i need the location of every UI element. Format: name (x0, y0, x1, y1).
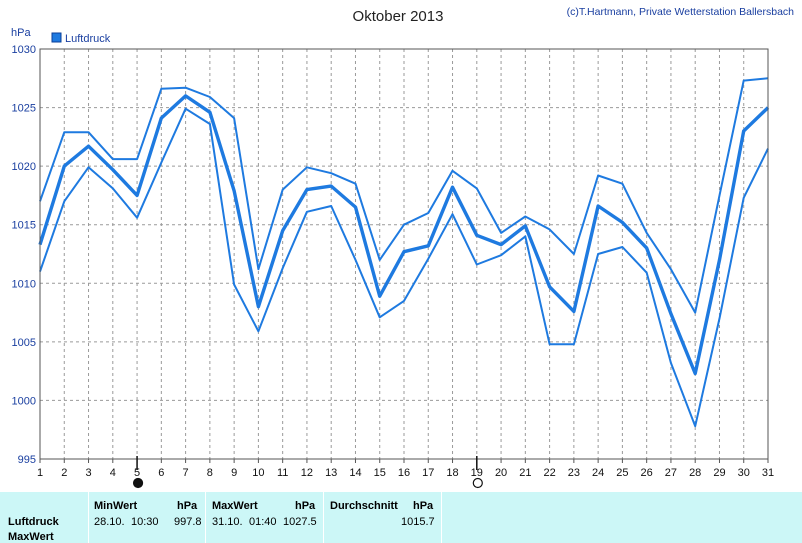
y-axis-ticks: 995 1000 1005 1010 1015 1020 1025 1030 (12, 44, 36, 466)
legend-entry-luftdruck: Luftdruck (65, 33, 111, 45)
new-moon-icon (132, 477, 144, 489)
x-tick-label: 28 (689, 467, 701, 479)
min-unit: hPa (177, 500, 198, 512)
x-tick-label: 31 (762, 467, 774, 479)
max-value: 1027.5 (283, 516, 317, 528)
x-tick-label: 16 (398, 467, 410, 479)
x-tick-label: 12 (301, 467, 313, 479)
max-unit: hPa (295, 500, 316, 512)
y-tick-label: 1005 (12, 337, 36, 349)
chart-title: Oktober 2013 (353, 8, 444, 25)
x-tick-label: 24 (592, 467, 604, 479)
x-tick-label: 14 (349, 467, 361, 479)
y-unit-label: hPa (11, 27, 31, 39)
row-label-maxwert: MaxWert (8, 531, 54, 543)
y-tick-label: 995 (18, 454, 36, 466)
min-time: 10:30 (131, 516, 159, 528)
full-moon-icon (472, 477, 483, 489)
y-tick-label: 1000 (12, 395, 36, 407)
x-axis-ticks: 1 2 3 4 5 6 7 8 9 10 11 12 13 14 15 16 17 18 19 20 21 22 23 24 2… (37, 459, 774, 479)
x-tick-label: 18 (446, 467, 458, 479)
x-tick-label: 23 (568, 467, 580, 479)
pressure-chart: Oktober 2013 (c)T.Hartmann, Private Wett… (11, 6, 795, 489)
x-tick-label: 10 (252, 467, 264, 479)
x-tick-label: 22 (543, 467, 555, 479)
y-tick-label: 1015 (12, 220, 36, 232)
x-tick-label: 27 (665, 467, 677, 479)
max-date: 31.10. (212, 516, 243, 528)
moon-phase-markers (132, 456, 483, 489)
x-tick-label: 30 (738, 467, 750, 479)
chart-credit: (c)T.Hartmann, Private Wetterstation Bal… (567, 6, 795, 18)
x-tick-label: 13 (325, 467, 337, 479)
x-tick-label: 8 (207, 467, 213, 479)
x-tick-label: 29 (713, 467, 725, 479)
series-group (38, 77, 770, 428)
x-tick-label: 3 (85, 467, 91, 479)
x-tick-label: 19 (471, 467, 483, 479)
y-tick-label: 1020 (12, 161, 36, 173)
x-tick-label: 21 (519, 467, 531, 479)
statistics-panel: Luftdruck MaxWert MinWert hPa 28.10. 10:… (0, 492, 802, 543)
series-line-max (39, 77, 769, 314)
x-tick-label: 4 (110, 467, 116, 479)
legend-swatch (51, 32, 62, 43)
x-tick-label: 20 (495, 467, 507, 479)
max-time: 01:40 (249, 516, 277, 528)
series-line-avg (38, 94, 770, 376)
x-tick-label: 5 (134, 467, 140, 479)
y-tick-label: 1025 (12, 103, 36, 115)
min-date: 28.10. (94, 516, 125, 528)
avg-value: 1015.7 (401, 516, 435, 528)
x-tick-label: 1 (37, 467, 43, 479)
x-tick-label: 17 (422, 467, 434, 479)
x-tick-label: 6 (158, 467, 164, 479)
min-header: MinWert (94, 500, 138, 512)
avg-unit: hPa (413, 500, 434, 512)
y-tick-label: 1030 (12, 44, 36, 56)
x-tick-label: 11 (277, 467, 288, 479)
x-tick-label: 26 (641, 467, 653, 479)
x-tick-label: 15 (374, 467, 386, 479)
avg-header: Durchschnitt (330, 500, 398, 512)
max-header: MaxWert (212, 500, 258, 512)
x-tick-label: 7 (183, 467, 189, 479)
series-line-min (39, 107, 769, 428)
min-value: 997.8 (174, 516, 202, 528)
column-separator (323, 492, 324, 543)
column-separator (88, 492, 89, 543)
x-tick-label: 2 (61, 467, 67, 479)
x-tick-label: 25 (616, 467, 628, 479)
column-separator (205, 492, 206, 543)
column-separator (441, 492, 442, 543)
row-label-luftdruck: Luftdruck (8, 516, 59, 528)
y-tick-label: 1010 (12, 278, 36, 290)
x-tick-label: 9 (231, 467, 237, 479)
